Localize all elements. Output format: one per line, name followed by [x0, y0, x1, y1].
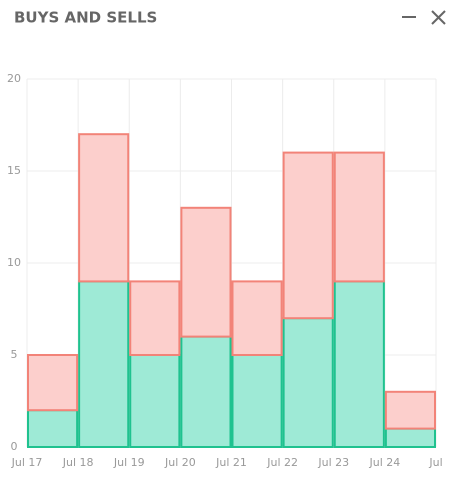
- bar-segment: [282, 151, 334, 320]
- x-tick-label: Jul 24: [368, 456, 400, 469]
- bar-segment: [282, 317, 334, 449]
- x-tick-label: Jul 23: [317, 456, 349, 469]
- bar-segment: [78, 280, 130, 448]
- bar-segment: [333, 151, 385, 283]
- bar-segment: [180, 206, 232, 338]
- x-tick-label: Jul 17: [11, 456, 43, 469]
- bar-segment: [384, 390, 436, 430]
- bar-segment: [384, 427, 436, 449]
- x-tick-label: Jul 19: [113, 456, 145, 469]
- y-tick-label: 15: [7, 164, 21, 177]
- bar-segment: [231, 280, 283, 356]
- y-tick-label: 5: [11, 348, 18, 361]
- bar-segment: [231, 354, 283, 448]
- y-tick-label: 0: [11, 440, 18, 453]
- x-tick-label: Jul 20: [164, 456, 196, 469]
- bar-segment: [333, 280, 385, 448]
- x-tick-label: Jul 21: [215, 456, 247, 469]
- bar-segment: [78, 133, 130, 283]
- close-button[interactable]: [431, 10, 446, 25]
- y-tick-label: 20: [7, 72, 21, 85]
- y-tick-label: 10: [7, 256, 21, 269]
- x-tick-label: Jul: [428, 456, 442, 469]
- bar-segment: [27, 409, 79, 449]
- bar-segment: [27, 354, 79, 412]
- widget-title: BUYS AND SELLS: [14, 9, 157, 27]
- bar-segment: [129, 280, 181, 356]
- x-tick-label: Jul 18: [62, 456, 94, 469]
- bar-segment: [180, 335, 232, 449]
- x-tick-label: Jul 22: [266, 456, 298, 469]
- bar-segment: [129, 354, 181, 448]
